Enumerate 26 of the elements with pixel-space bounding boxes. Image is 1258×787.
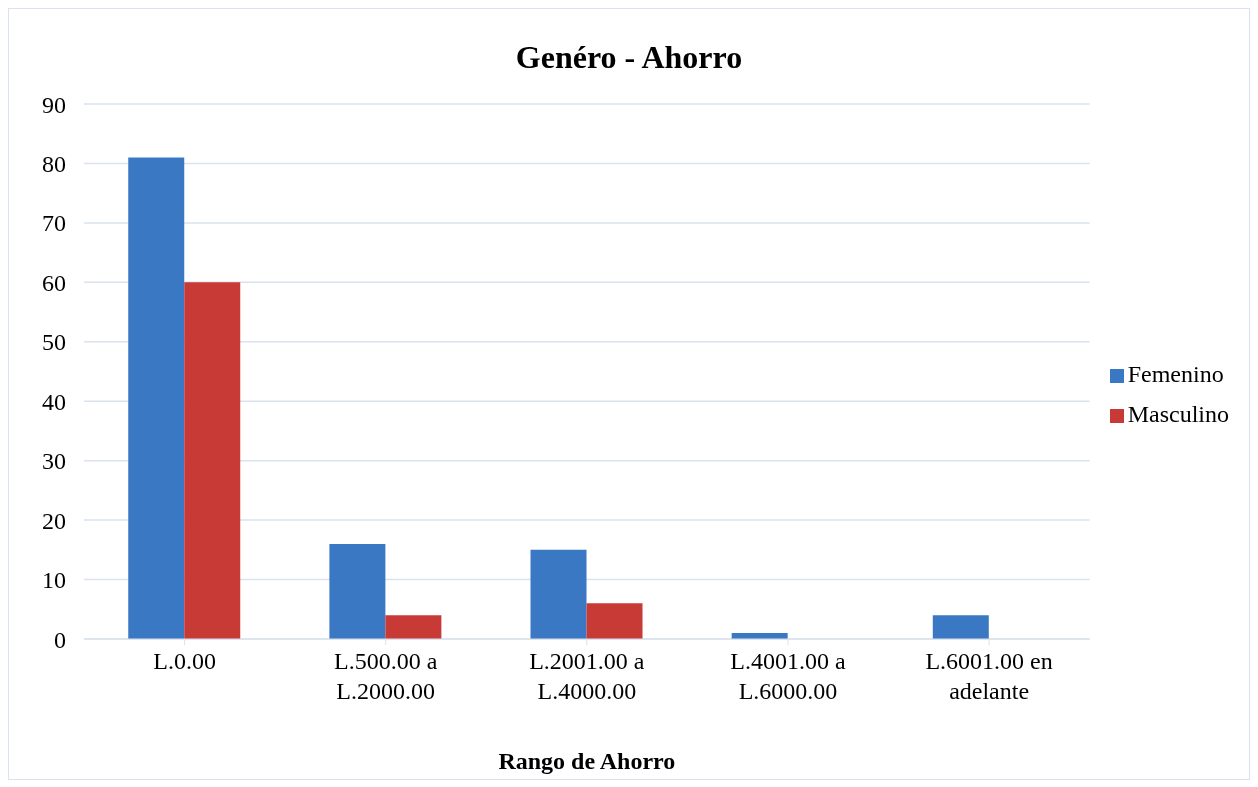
x-tick-label: L.0.00 <box>153 648 216 674</box>
legend-label: Masculino <box>1127 401 1229 427</box>
y-tick-label: 50 <box>42 329 66 356</box>
y-tick-label: 0 <box>54 626 66 653</box>
chart-title: Genéro - Ahorro <box>514 39 744 76</box>
y-tick-label: 20 <box>42 507 66 534</box>
bar <box>128 157 185 639</box>
bar <box>184 282 241 639</box>
x-tick-label: L.500.00 a L.2000.00 <box>334 648 438 704</box>
y-tick-label: 10 <box>42 567 66 594</box>
y-tick-label: 60 <box>42 269 66 296</box>
y-tick-label: 80 <box>42 150 66 177</box>
x-tick-label: L.4001.00 a L.6000.00 <box>730 648 846 704</box>
x-tick-label: L.6001.00 en adelante <box>925 648 1053 704</box>
y-tick-label: 40 <box>42 388 66 415</box>
bar <box>586 603 643 639</box>
x-axis-title: Rango de Ahorro <box>498 748 676 774</box>
legend-label: Femenino <box>1127 361 1224 387</box>
bar <box>385 615 442 639</box>
bar <box>530 549 587 639</box>
y-tick-label: 90 <box>42 91 66 118</box>
bar <box>329 543 386 639</box>
bar <box>932 615 989 639</box>
y-tick-label: 70 <box>42 210 66 237</box>
x-tick-label: L.2001.00 a L.4000.00 <box>529 648 645 704</box>
y-tick-label: 30 <box>42 448 66 475</box>
